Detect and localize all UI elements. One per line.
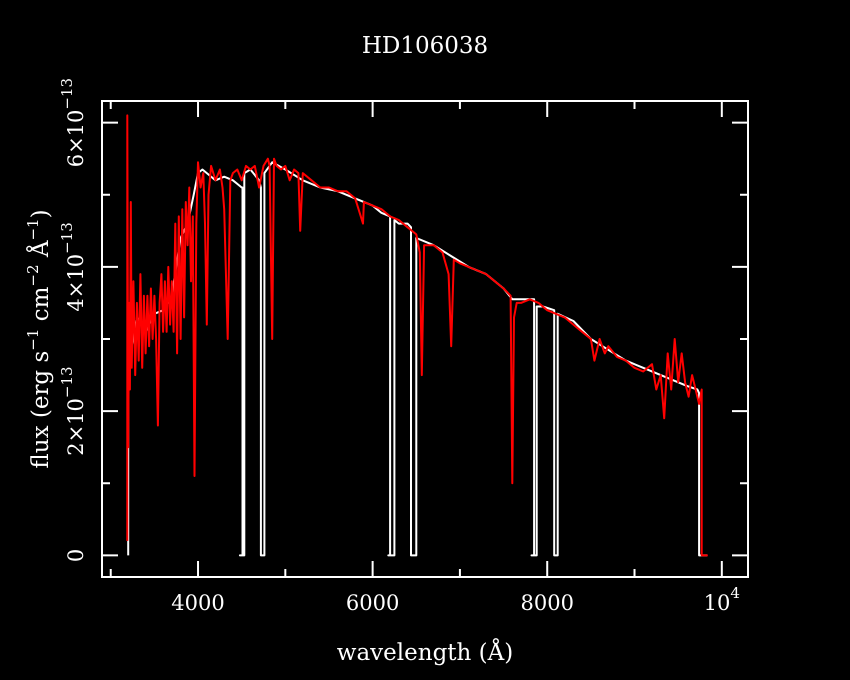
x-tick-label: 104 — [704, 584, 740, 615]
series-layer — [126, 114, 708, 557]
y-axis-label-unit: cm — [28, 286, 54, 328]
y-axis-label-exponent: −2 — [24, 264, 42, 286]
chart-title: HD106038 — [362, 33, 488, 59]
spectrum-line-red — [126, 114, 708, 557]
x-tick-label: 6000 — [346, 591, 399, 615]
y-axis-label-exponent: −1 — [24, 218, 42, 240]
tick-layer: 4000 6000 8000 104 0 2×10−13 4×10−13 6×10−13 — [58, 78, 748, 615]
x-axis-label: wavelength (Å) — [337, 638, 513, 666]
y-axis-label-suffix: ) — [28, 209, 54, 218]
y-tick-label: 0 — [64, 549, 88, 562]
y-tick-label: 6×10−13 — [58, 78, 88, 167]
y-axis-label-prefix: flux (erg s — [28, 351, 54, 469]
y-axis-label-exponent: −1 — [24, 329, 42, 351]
x-tick-label: 8000 — [520, 591, 573, 615]
y-axis-label: flux (erg s−1 cm−2 Å−1) — [24, 209, 54, 468]
y-tick-label: 2×10−13 — [58, 366, 88, 455]
y-tick-label: 4×10−13 — [58, 222, 88, 311]
spectrum-line-white — [127, 161, 707, 557]
x-tick-label: 4000 — [171, 591, 224, 615]
y-axis-label-unit: Å — [26, 240, 54, 264]
